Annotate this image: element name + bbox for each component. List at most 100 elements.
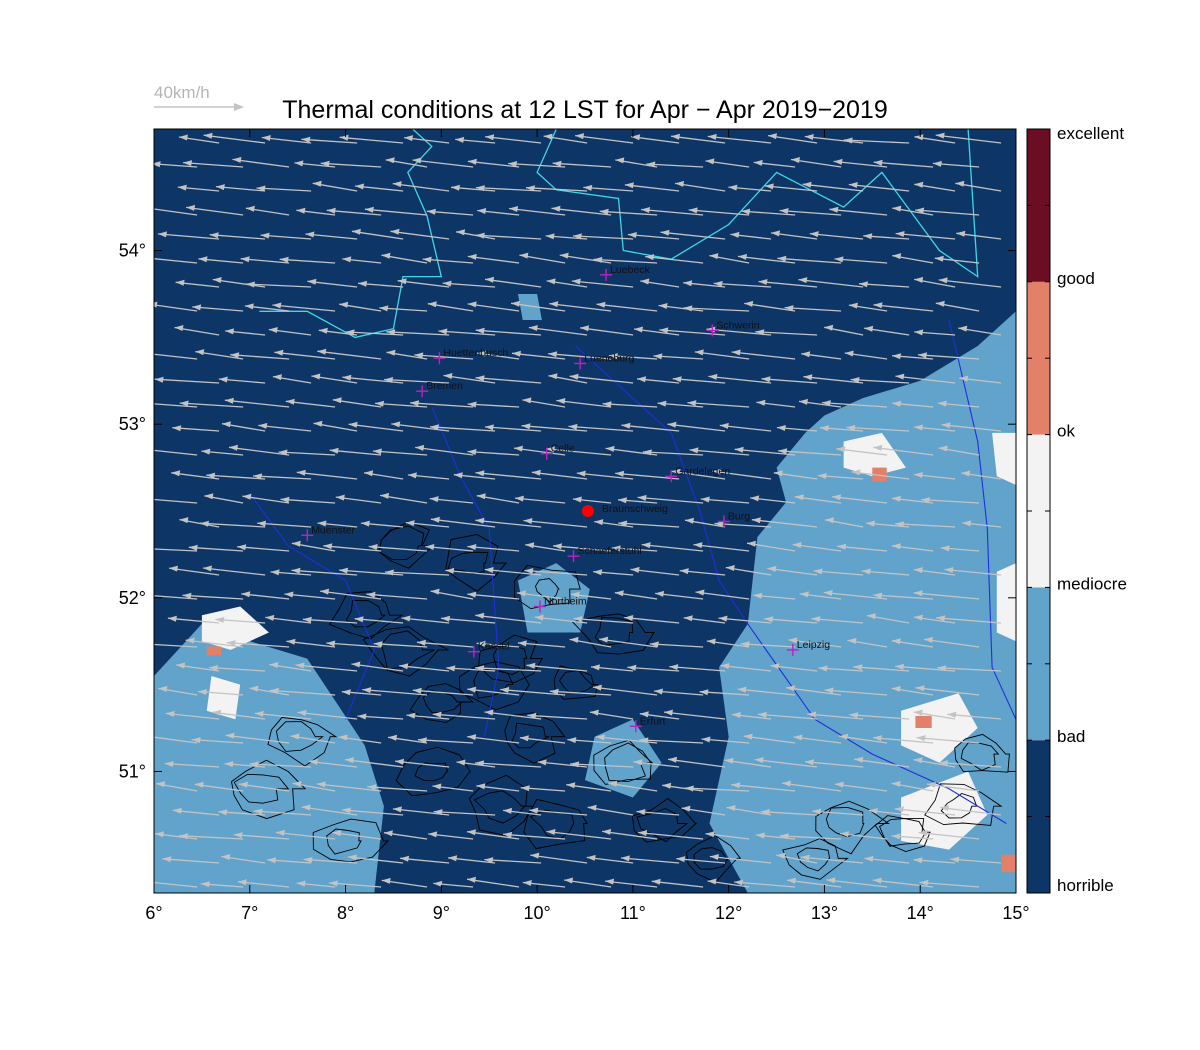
- wind-arrowhead-317: [641, 542, 651, 549]
- terrain-contour-15-1: [924, 783, 1003, 826]
- wind-arrowhead-522: [155, 831, 164, 838]
- wind-arrowhead-148: [345, 329, 355, 336]
- city-label-kassel: Kassel: [478, 641, 510, 653]
- wind-arrowhead-119: [683, 280, 693, 287]
- wind-arrowhead-356: [799, 591, 809, 598]
- wind-arrowhead-136: [596, 301, 606, 308]
- wind-arrow-194: [803, 376, 864, 384]
- wind-arrowhead-326: [270, 569, 280, 576]
- wind-arrowhead-339: [861, 568, 871, 575]
- wind-arrowhead-310: [323, 543, 333, 550]
- wind-arrowhead-270: [135, 495, 144, 501]
- wind-arrowhead-450: [139, 733, 148, 739]
- wind-arrow-250: [873, 446, 934, 456]
- wind-arrowhead-266: [817, 473, 827, 479]
- wind-arrowhead-526: [332, 830, 342, 837]
- wind-arrow-499: [731, 784, 796, 792]
- wind-arrowhead-370: [624, 615, 634, 621]
- region-mediocre-8: [996, 563, 1016, 642]
- wind-arrowhead-340: [913, 567, 923, 574]
- wind-arrowhead-568: [605, 878, 615, 885]
- wind-arrowhead-223: [484, 424, 494, 431]
- wind-arrow-247: [734, 448, 796, 456]
- wind-arrow-449: [947, 713, 1002, 720]
- wind-arrowhead-91: [198, 256, 208, 263]
- terrain-contour-3-1: [458, 661, 531, 711]
- wind-arrowhead-300: [714, 521, 724, 527]
- wind-arrowhead-196: [895, 373, 905, 380]
- wind-arrowhead-253: [206, 472, 216, 479]
- wind-arrow-475: [475, 762, 542, 768]
- wind-arrowhead-256: [364, 470, 374, 477]
- wind-arrowhead-315: [553, 543, 563, 550]
- wind-arrowhead-403: [475, 665, 485, 672]
- wind-arrowhead-101: [645, 254, 655, 261]
- wind-arrow-105: [834, 258, 888, 264]
- wind-arrowhead-274: [335, 494, 345, 501]
- wind-arrowhead-114: [442, 280, 452, 287]
- wind-arrowhead-47: [675, 180, 685, 187]
- wind-arrow-520: [894, 808, 956, 816]
- wind-arrow-109: [212, 278, 266, 288]
- x-tick-label-6: 6°: [145, 903, 162, 923]
- wind-arrow-150: [438, 330, 496, 336]
- wind-arrowhead-561: [296, 880, 306, 887]
- wind-arrowhead-549: [586, 854, 596, 861]
- wind-arrowhead-77: [390, 228, 400, 235]
- wind-arrowhead-41: [392, 181, 402, 188]
- wind-arrow-259: [475, 472, 542, 480]
- terrain-contour-18-1: [631, 798, 698, 843]
- wind-arrowhead-547: [484, 857, 494, 864]
- wind-arrow-359: [913, 592, 980, 600]
- wind-arrowhead-22: [320, 160, 330, 167]
- wind-arrowhead-575: [919, 879, 929, 886]
- wind-arrowhead-26: [508, 161, 518, 167]
- wind-arrowhead-30: [705, 158, 715, 165]
- wind-arrowhead-402: [446, 665, 456, 672]
- wind-arrowhead-336: [725, 565, 735, 571]
- wind-arrowhead-169: [477, 350, 486, 357]
- wind-arrow-372: [718, 617, 772, 624]
- wind-arrowhead-134: [511, 300, 521, 307]
- region-mediocre-11: [206, 676, 241, 720]
- terrain-contour-13-1: [815, 800, 890, 855]
- terrain-contour-11-0: [233, 773, 290, 804]
- wind-arrowhead-474: [456, 759, 466, 766]
- wind-arrow-383: [373, 642, 428, 648]
- wind-arrow-222: [429, 426, 496, 432]
- wind-arrow-331: [484, 568, 542, 576]
- wind-arrowhead-185: [384, 377, 394, 383]
- wind-arrow-240: [415, 446, 474, 456]
- wind-arrow-298: [618, 522, 680, 528]
- wind-arrow-20: [232, 158, 290, 168]
- wind-arrow-243: [545, 448, 612, 456]
- wind-arrow-438: [432, 713, 496, 720]
- region-mediocre-10: [201, 606, 269, 650]
- wind-arrowhead-469: [224, 761, 234, 768]
- wind-arrow-287: [920, 498, 980, 504]
- wind-arrow-332: [524, 569, 588, 576]
- wind-arrowhead-1: [203, 132, 213, 139]
- wind-arrowhead-44: [526, 185, 535, 192]
- wind-arrow-101: [645, 255, 704, 264]
- wind-arrowhead-451: [191, 737, 201, 744]
- terrain-contour-23-0: [492, 645, 528, 675]
- city-marker-gardelegen: [665, 470, 678, 483]
- wind-arrowhead-56: [245, 205, 255, 212]
- city-label-luebeck: Luebeck: [610, 264, 650, 276]
- wind-arrow-136: [596, 303, 658, 312]
- wind-arrowhead-178: [892, 353, 902, 360]
- wind-arrowhead-281: [637, 494, 647, 501]
- wind-arrow-151: [475, 329, 542, 336]
- x-tick-label-14: 14°: [907, 903, 934, 923]
- wind-arrowhead-195: [850, 377, 860, 383]
- wind-arrowhead-165: [274, 349, 284, 356]
- wind-arrow-64: [599, 210, 658, 216]
- wind-arrowhead-299: [685, 517, 694, 524]
- wind-arrowhead-121: [758, 279, 768, 285]
- wind-arrowhead-307: [188, 544, 198, 551]
- wind-arrowhead-259: [475, 470, 485, 477]
- wind-arrow-273: [280, 498, 336, 504]
- wind-arrowhead-200: [224, 397, 234, 404]
- wind-arrow-285: [832, 496, 888, 504]
